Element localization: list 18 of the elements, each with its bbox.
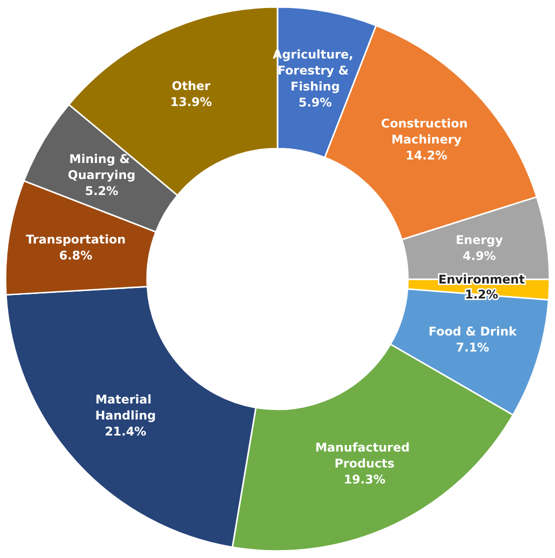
data-label: 13.9%: [170, 95, 212, 110]
data-label: 21.4%: [104, 424, 146, 438]
data-label: 19.3%: [344, 472, 386, 487]
slice-label: Food & Drink: [428, 324, 518, 338]
data-label: 6.8%: [59, 248, 92, 262]
slice-label: Construction Machinery: [381, 116, 472, 146]
slice-label: Other: [172, 79, 210, 94]
slice-label: Mining & Quarrying: [68, 152, 136, 182]
data-label: 5.2%: [85, 184, 118, 198]
data-label: 5.9%: [298, 95, 332, 110]
data-label: 4.9%: [462, 248, 496, 263]
slice-label: Material Handling: [95, 392, 156, 422]
slice-label: Energy: [456, 232, 504, 247]
slice-label: Manufactured Products: [315, 440, 414, 471]
data-label: 14.2%: [406, 148, 448, 162]
slice-label: Transportation: [26, 232, 126, 246]
data-label: 7.1%: [456, 340, 490, 354]
data-label: 1.2%: [464, 288, 498, 302]
